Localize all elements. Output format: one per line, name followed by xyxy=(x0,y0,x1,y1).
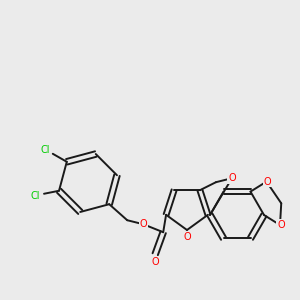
Text: O: O xyxy=(277,220,285,230)
Text: O: O xyxy=(228,173,236,183)
Text: O: O xyxy=(140,219,147,229)
Text: O: O xyxy=(152,257,159,267)
Text: Cl: Cl xyxy=(30,191,40,201)
Text: Cl: Cl xyxy=(40,145,50,155)
Text: O: O xyxy=(183,232,191,242)
Text: O: O xyxy=(264,177,271,187)
